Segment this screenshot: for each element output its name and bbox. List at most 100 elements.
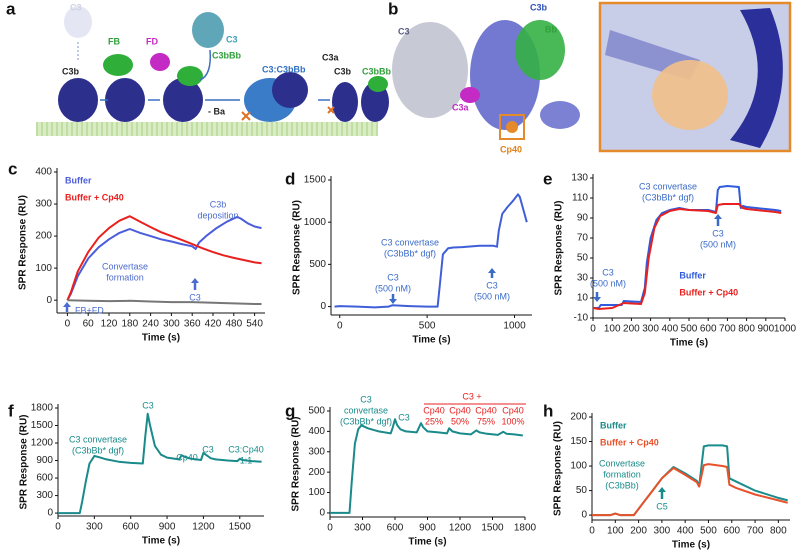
annotation: (C3bBb* dgf) <box>384 248 436 258</box>
annotation: Cp40 <box>449 405 471 415</box>
x-tick-label: 900 <box>419 523 436 534</box>
x-tick-label: 360 <box>184 319 201 330</box>
x-tick-label: 180 <box>121 319 138 330</box>
y-tick-label: 50 <box>577 253 589 264</box>
annotation: C3 <box>142 400 154 410</box>
x-tick-label: 1200 <box>192 522 215 533</box>
x-tick-label: 1200 <box>449 523 472 534</box>
x-axis-label: Time (s) <box>672 540 710 551</box>
structure-label: Bb <box>545 24 557 34</box>
panel-label: h <box>543 401 553 420</box>
annotation: Cp40 <box>502 405 524 415</box>
structure-label: C3a <box>322 52 340 62</box>
y-tick-label: 200 <box>35 231 52 242</box>
block-marks <box>241 106 335 121</box>
y-tick-label: 70 <box>577 233 589 244</box>
y-tick-label: 400 <box>308 426 325 437</box>
cp40-surface <box>652 60 728 130</box>
annotation: (C3bBb* dgf) <box>340 416 392 426</box>
x-tick-label: 400 <box>661 324 678 335</box>
x-axis-label: Time (s) <box>670 338 708 349</box>
x-tick-label: 900 <box>159 522 176 533</box>
y-tick-label: -10 <box>574 313 589 324</box>
annotation: C3 <box>398 412 410 422</box>
annotation: C3 <box>712 228 724 238</box>
series-line <box>58 412 262 515</box>
structure-label: C3:C3bBb <box>262 64 306 74</box>
x-tick-label: 1500 <box>481 523 504 534</box>
c3b-blob <box>58 78 98 122</box>
annotation: (C3bBb* dgf) <box>642 192 694 202</box>
annotation: 25% <box>425 416 443 426</box>
legend-entry: Buffer <box>65 175 92 185</box>
x-tick-label: 420 <box>205 319 222 330</box>
annotation: Convertase <box>599 458 645 468</box>
annotation: FB+FD <box>75 305 104 315</box>
arrow-head <box>593 297 601 302</box>
panel-label: d <box>285 169 295 188</box>
annotation: formation <box>603 469 641 479</box>
y-axis-label: SPR Response (RU) <box>553 421 564 516</box>
structure-label: C3 <box>226 34 238 44</box>
annotation: convertase <box>344 405 388 415</box>
inset-helix <box>730 8 783 148</box>
structure-label: C3b <box>334 66 352 76</box>
panel-a-art <box>36 6 389 136</box>
annotation: Convertase <box>102 261 148 271</box>
x-tick-label: 400 <box>677 526 694 537</box>
y-tick-label: 0 <box>46 295 52 306</box>
c3bbb-blob <box>361 82 389 122</box>
annotation: 100% <box>501 416 524 426</box>
x-tick-label: 1500 <box>229 522 252 533</box>
y-tick-label: 50 <box>576 485 588 496</box>
x-tick-label: 800 <box>770 526 787 537</box>
annotation: C3 + <box>462 391 481 401</box>
x-axis-label: Time (s) <box>142 536 180 547</box>
structure-label: FB <box>108 36 120 46</box>
annotation: C3 <box>360 394 372 404</box>
panel-b-art <box>392 1 792 153</box>
annotation: (500 nM) <box>474 291 510 301</box>
y-tick-label: 1800 <box>31 403 54 414</box>
y-tick-label: 1200 <box>31 438 54 449</box>
x-tick-label: 500 <box>700 526 717 537</box>
structure-label: FD <box>146 36 158 46</box>
structure-label: C3bBb <box>362 66 392 76</box>
arrow-head <box>389 299 397 304</box>
structure-label: Cp40 <box>500 144 522 154</box>
structure-label: C3b <box>62 66 80 76</box>
y-tick-label: 300 <box>36 490 53 501</box>
x-tick-label: 100 <box>604 324 621 335</box>
annotation: Cp40 <box>423 405 445 415</box>
annotation: C3 <box>602 267 614 277</box>
fb-blob <box>103 54 133 76</box>
x-axis-label: Time (s) <box>412 335 450 346</box>
x-tick-label: 0 <box>589 526 595 537</box>
x-tick-label: 500 <box>419 321 436 332</box>
c3b-blob <box>332 82 358 122</box>
complex-blob <box>272 72 308 108</box>
arrow-head <box>488 268 496 273</box>
annotation: 50% <box>451 416 469 426</box>
x-tick-label: 300 <box>86 522 103 533</box>
x-tick-label: 900 <box>757 324 774 335</box>
y-tick-label: 600 <box>36 473 53 484</box>
y-tick-label: 0 <box>320 301 326 312</box>
series-line <box>592 203 782 310</box>
annotation: Cp40 <box>176 452 198 462</box>
y-tick-label: 130 <box>571 173 588 184</box>
x-tick-label: 600 <box>723 526 740 537</box>
fd-blob <box>150 53 170 71</box>
y-tick-label: 1500 <box>31 420 54 431</box>
legend-entry: Buffer + Cp40 <box>679 287 738 297</box>
series-line <box>66 215 262 301</box>
x-tick-label: 700 <box>719 324 736 335</box>
y-tick-label: 200 <box>308 467 325 478</box>
annotation: C3:Cp40 <box>228 444 264 454</box>
y-axis-label: SPR Response (RU) <box>291 416 302 511</box>
legend-entry: Buffer <box>679 270 706 280</box>
x-tick-label: 1000 <box>774 324 797 335</box>
x-tick-label: 0 <box>55 522 61 533</box>
annotation: formation <box>106 272 144 282</box>
c3-ghost <box>64 6 92 38</box>
